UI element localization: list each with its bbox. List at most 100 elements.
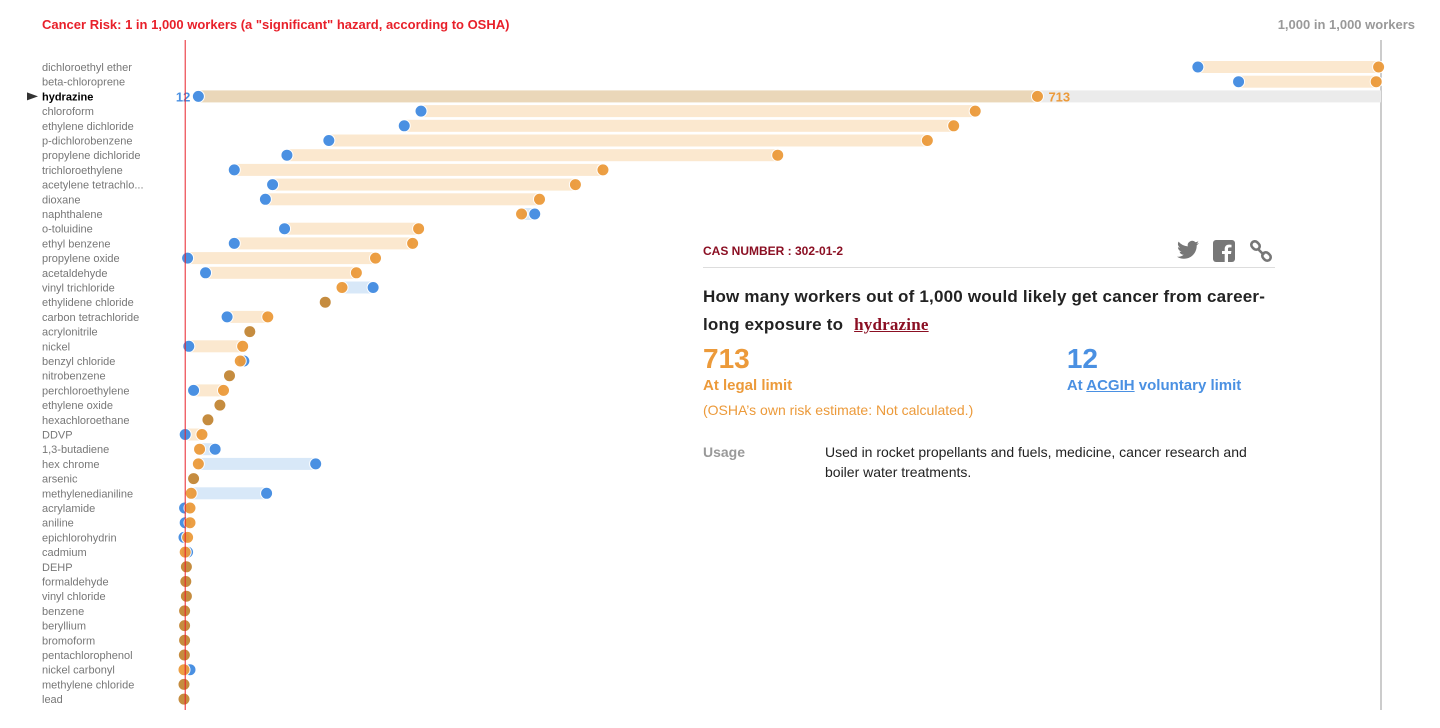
row-label: carbon tetrachloride bbox=[42, 312, 139, 324]
legal-dot bbox=[515, 207, 529, 221]
chart-row[interactable]: pentachlorophenol bbox=[42, 648, 191, 662]
row-label: propylene dichloride bbox=[42, 150, 140, 162]
chart-row[interactable]: dioxane bbox=[42, 192, 547, 206]
row-label: lead bbox=[42, 694, 63, 706]
acgih-dot bbox=[266, 178, 280, 192]
chart-row[interactable]: methylenedianiline bbox=[42, 486, 274, 500]
chart-row[interactable]: acrylonitrile bbox=[42, 325, 257, 339]
chart-row[interactable]: 1,3-butadiene bbox=[42, 442, 222, 456]
link-icon[interactable] bbox=[1249, 240, 1273, 264]
chart-row[interactable]: hex chrome bbox=[42, 457, 323, 471]
acgih-dot bbox=[414, 104, 428, 118]
range-bar bbox=[198, 90, 1038, 103]
chart-row[interactable]: nickel bbox=[42, 339, 250, 353]
chart-row[interactable]: hexachloroethane bbox=[42, 413, 215, 427]
chart-row[interactable]: perchloroethylene bbox=[42, 383, 231, 397]
acgih-dot bbox=[187, 383, 201, 397]
chart-row[interactable]: beryllium bbox=[42, 619, 192, 633]
cas-number: CAS NUMBER : 302-01-2 bbox=[703, 244, 844, 258]
chart-row[interactable]: dichloroethyl ether bbox=[42, 60, 1386, 74]
chart-row[interactable]: DEHP bbox=[42, 560, 193, 574]
facebook-icon[interactable] bbox=[1213, 240, 1235, 262]
chart-row[interactable]: p-dichlorobenzene bbox=[42, 134, 934, 148]
chart-row[interactable]: ethylidene chloride bbox=[42, 295, 332, 309]
chart-row[interactable]: naphthalene bbox=[42, 207, 542, 221]
chart-row[interactable]: DDVP bbox=[42, 428, 209, 442]
chart-row[interactable]: arsenic bbox=[42, 472, 201, 486]
chart-row[interactable]: epichlorohydrin bbox=[42, 530, 195, 544]
chart-row[interactable]: benzyl chloride bbox=[42, 354, 251, 368]
selected-arrow-icon bbox=[27, 92, 38, 101]
range-bar bbox=[187, 252, 376, 265]
row-label: hydrazine bbox=[42, 91, 93, 103]
twitter-icon[interactable] bbox=[1177, 240, 1199, 260]
legal-dot bbox=[369, 251, 383, 265]
chart-row[interactable]: lead bbox=[42, 692, 191, 706]
acgih-dot bbox=[528, 207, 542, 221]
acgih-link[interactable]: ACGIH bbox=[1086, 377, 1135, 394]
row-label: beta-chloroprene bbox=[42, 77, 125, 89]
chart-row[interactable]: methylene chloride bbox=[42, 677, 191, 691]
legal-dot bbox=[183, 501, 197, 515]
legal-dot bbox=[181, 530, 195, 544]
chart-row[interactable]: nitrobenzene bbox=[42, 369, 236, 383]
acgih-dot bbox=[181, 251, 195, 265]
chart-row[interactable]: ethylene dichloride bbox=[42, 119, 961, 133]
chart-row[interactable]: vinyl chloride bbox=[42, 589, 193, 603]
row-label: nickel bbox=[42, 341, 70, 353]
chart-row[interactable]: formaldehyde bbox=[42, 575, 193, 589]
legal-dot bbox=[533, 192, 547, 206]
legal-dot bbox=[335, 281, 349, 294]
chart-row[interactable]: vinyl trichloride bbox=[42, 281, 380, 295]
chart-row[interactable]: aniline bbox=[42, 516, 197, 530]
range-bar bbox=[265, 193, 540, 206]
chart-row[interactable]: cadmium bbox=[42, 545, 195, 559]
detail-panel: CAS NUMBER : 302-01-2 How many workers o… bbox=[703, 240, 1275, 482]
chart-row[interactable]: nickel carbonyl bbox=[42, 663, 197, 677]
chart-row[interactable]: beta-chloroprene bbox=[42, 75, 1383, 89]
row-label: arsenic bbox=[42, 474, 78, 486]
chart-row[interactable]: propylene dichloride bbox=[42, 148, 785, 162]
usage-text: Used in rocket propellants and fuels, me… bbox=[825, 444, 1247, 480]
chart-row[interactable]: ethylene oxide bbox=[42, 398, 227, 412]
range-bar bbox=[191, 487, 267, 500]
range-bar bbox=[205, 266, 357, 279]
chart-row[interactable]: propylene oxide bbox=[42, 251, 383, 265]
row-label: perchloroethylene bbox=[42, 385, 129, 397]
chart-row[interactable]: carbon tetrachloride bbox=[42, 310, 275, 324]
chart-row[interactable]: hydrazine 12 713 bbox=[27, 89, 1381, 104]
legal-dot bbox=[261, 310, 275, 324]
legal-value-label: 713 bbox=[1048, 89, 1070, 104]
row-label: methylenedianiline bbox=[42, 488, 133, 500]
row-label: methylene chloride bbox=[42, 679, 134, 691]
max-label: 1,000 in 1,000 workers bbox=[1277, 17, 1415, 32]
acgih-dot bbox=[182, 339, 196, 353]
range-bar bbox=[227, 310, 268, 323]
chart-row[interactable]: ethyl benzene bbox=[42, 236, 420, 250]
acgih-dot bbox=[260, 486, 274, 500]
chart-row[interactable]: acetylene tetrachlo... bbox=[42, 178, 582, 192]
overlap-dot bbox=[178, 633, 192, 647]
overlap-dot bbox=[178, 619, 192, 633]
row-label: ethylidene chloride bbox=[42, 297, 134, 309]
legal-dot bbox=[191, 457, 205, 471]
chart-row[interactable]: trichloroethylene bbox=[42, 163, 610, 177]
row-label: aniline bbox=[42, 518, 74, 530]
chart-row[interactable]: chloroform bbox=[42, 104, 982, 118]
legal-dot bbox=[349, 266, 363, 280]
legal-dot bbox=[568, 178, 582, 192]
chart-row[interactable]: bromoform bbox=[42, 633, 192, 647]
chart-row[interactable]: acrylamide bbox=[42, 501, 197, 515]
chart-row[interactable]: benzene bbox=[42, 604, 192, 618]
chart-row[interactable]: acetaldehyde bbox=[42, 266, 363, 280]
row-label: naphthalene bbox=[42, 209, 103, 221]
chemical-link[interactable]: hydrazine bbox=[854, 315, 929, 334]
row-label: propylene oxide bbox=[42, 253, 120, 265]
row-label: dioxane bbox=[42, 194, 81, 206]
row-label: formaldehyde bbox=[42, 577, 109, 589]
row-label: pentachlorophenol bbox=[42, 650, 133, 662]
acgih-suffix: voluntary limit bbox=[1134, 377, 1242, 394]
chart-row[interactable]: o-toluidine bbox=[42, 222, 426, 236]
acgih-dot bbox=[1232, 75, 1246, 89]
